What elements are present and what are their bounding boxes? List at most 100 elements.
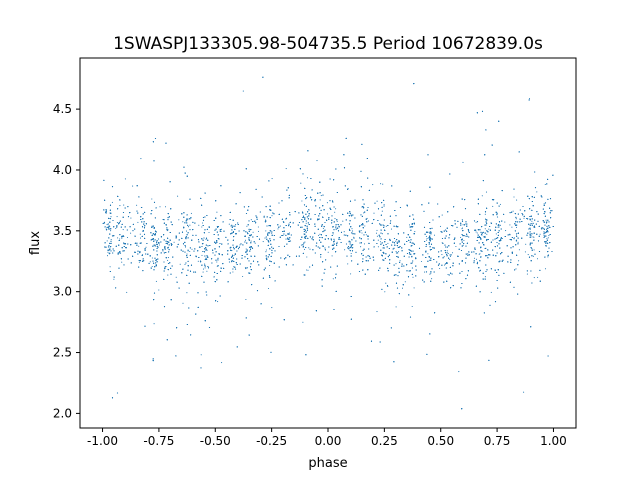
data-point: [547, 256, 549, 258]
data-point: [158, 289, 160, 291]
data-point: [201, 226, 203, 228]
data-point: [431, 278, 433, 280]
data-point: [191, 248, 193, 250]
data-point: [228, 223, 230, 225]
data-point: [424, 271, 426, 273]
data-point: [288, 232, 290, 234]
data-point: [427, 253, 429, 255]
data-point: [300, 182, 302, 184]
data-point: [360, 246, 362, 248]
data-point: [525, 243, 527, 245]
data-point: [155, 280, 157, 282]
data-point: [250, 240, 252, 242]
data-point: [509, 224, 511, 226]
data-point: [244, 239, 247, 241]
data-point: [175, 276, 177, 278]
data-point: [162, 250, 164, 252]
data-point: [330, 239, 333, 241]
data-point: [306, 177, 309, 179]
data-point: [319, 233, 321, 235]
data-point: [343, 231, 345, 233]
data-point: [523, 217, 525, 219]
data-point: [351, 228, 353, 230]
data-point: [265, 249, 267, 251]
data-point: [140, 158, 142, 160]
data-point: [271, 232, 273, 234]
data-point: [167, 230, 169, 232]
data-point: [376, 229, 378, 231]
data-point: [190, 212, 192, 214]
data-point: [136, 204, 138, 206]
data-point: [473, 257, 476, 259]
data-point: [350, 273, 352, 275]
data-point: [202, 271, 204, 273]
data-point: [537, 276, 539, 278]
data-point: [306, 269, 308, 271]
data-point: [446, 252, 448, 254]
data-point: [385, 282, 387, 284]
data-point: [151, 257, 153, 259]
data-point: [350, 252, 352, 255]
data-point: [115, 227, 117, 230]
data-point: [116, 216, 118, 218]
data-point: [151, 198, 153, 200]
data-point: [547, 237, 549, 239]
data-point: [303, 248, 306, 250]
data-point: [513, 196, 515, 198]
data-point: [167, 259, 169, 261]
data-point: [138, 261, 140, 263]
data-point: [246, 225, 248, 227]
data-point: [462, 244, 464, 246]
data-point: [106, 255, 109, 257]
data-point: [533, 236, 535, 238]
data-point: [387, 242, 389, 244]
data-point: [217, 301, 219, 303]
data-points: [102, 76, 554, 410]
data-point: [252, 231, 254, 233]
data-point: [531, 248, 533, 250]
data-point: [109, 266, 111, 268]
data-point: [347, 263, 349, 265]
data-point: [126, 236, 129, 239]
data-point: [167, 257, 169, 259]
data-point: [447, 273, 449, 276]
chart-title: 1SWASPJ133305.98-504735.5 Period 1067283…: [113, 34, 543, 54]
data-point: [189, 250, 191, 253]
data-point: [319, 199, 321, 201]
data-point: [265, 251, 267, 253]
data-point: [130, 232, 132, 234]
data-point: [332, 233, 334, 235]
data-point: [327, 251, 329, 253]
data-point: [304, 241, 306, 243]
data-point: [523, 391, 525, 393]
data-point: [425, 235, 427, 237]
data-point: [205, 238, 207, 240]
data-point: [463, 239, 465, 242]
data-point: [486, 240, 488, 242]
data-point: [208, 231, 210, 234]
data-point: [377, 239, 379, 241]
data-point: [269, 264, 271, 267]
data-point: [186, 292, 188, 294]
data-point: [165, 229, 168, 231]
data-point: [263, 215, 265, 217]
data-point: [484, 235, 486, 237]
data-point: [173, 241, 175, 243]
data-point: [360, 230, 362, 232]
data-point: [528, 98, 531, 100]
data-point: [511, 226, 513, 228]
data-point: [479, 253, 481, 255]
data-point: [121, 261, 123, 263]
data-point: [531, 220, 533, 222]
data-point: [202, 268, 205, 270]
data-point: [526, 273, 528, 275]
data-point: [530, 234, 532, 236]
data-point: [373, 212, 375, 214]
data-point: [216, 265, 218, 267]
data-point: [232, 271, 234, 273]
data-point: [300, 244, 302, 246]
data-point: [476, 232, 478, 234]
data-point: [110, 230, 112, 232]
data-point: [395, 263, 397, 265]
